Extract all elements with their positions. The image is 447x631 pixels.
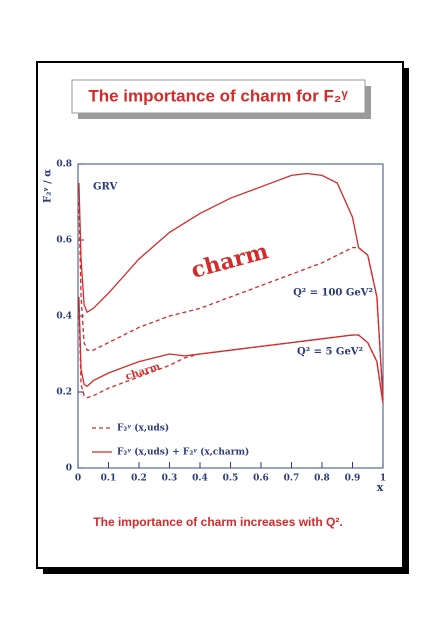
series-line <box>78 308 384 404</box>
x-tick-label: 0.8 <box>314 474 330 484</box>
x-tick-label: 0.6 <box>253 474 269 484</box>
y-tick-label: 0.8 <box>56 160 72 170</box>
y-tick-label: 0.4 <box>56 312 72 322</box>
x-tick-label: 0.9 <box>345 474 361 484</box>
chart-title: The importance of charm for F₂ᵞ <box>88 86 348 105</box>
x-tick-label: 0.1 <box>101 474 117 484</box>
y-axis-label: F₂ᵞ / α <box>43 169 54 203</box>
x-tick-label: 0.3 <box>162 474 178 484</box>
annotation: Q² = 100 GeV² <box>293 288 373 299</box>
annotation: Q² = 5 GeV² <box>297 347 363 358</box>
title-box <box>71 79 366 114</box>
x-tick-label: 0.7 <box>284 474 300 484</box>
x-tick-label: 0.5 <box>223 474 239 484</box>
annotation: GRV <box>93 182 117 193</box>
y-tick-label: 0.6 <box>56 236 72 246</box>
series-line <box>78 201 384 400</box>
series-line <box>78 172 384 400</box>
legend-label: F₂ᵞ (x,uds) <box>117 423 169 434</box>
x-tick-label: 1 <box>380 474 386 484</box>
series-line <box>78 296 384 404</box>
y-tick-label: 0 <box>66 464 72 474</box>
y-tick-label: 0.2 <box>56 388 72 398</box>
legend-label: F₂ᵞ (x,uds) + F₂ᵞ (x,charm) <box>117 447 249 458</box>
x-tick-label: 0.4 <box>192 474 208 484</box>
footer-note: The importance of charm increases with Q… <box>93 515 342 529</box>
x-tick-label: 0 <box>75 474 81 484</box>
frame <box>36 61 404 569</box>
x-axis-label: x <box>377 481 384 494</box>
x-tick-label: 0.2 <box>131 474 147 484</box>
